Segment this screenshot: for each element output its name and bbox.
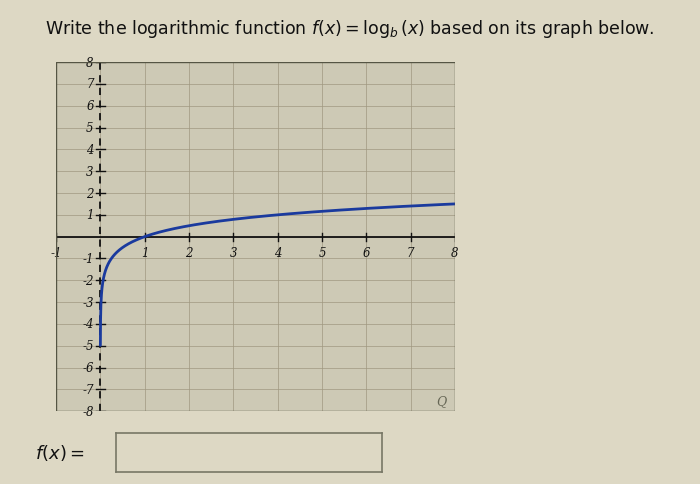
Text: 4: 4: [86, 144, 94, 156]
Text: -8: -8: [82, 405, 94, 418]
Text: 2: 2: [86, 187, 94, 200]
Text: -3: -3: [82, 296, 94, 309]
Text: -7: -7: [82, 383, 94, 396]
Text: 4: 4: [274, 247, 281, 260]
Text: -5: -5: [82, 340, 94, 352]
Text: 5: 5: [86, 122, 94, 135]
Text: $f(x) =$: $f(x) =$: [35, 442, 85, 463]
Text: -1: -1: [50, 247, 62, 260]
Text: 8: 8: [452, 247, 458, 260]
Text: 3: 3: [230, 247, 237, 260]
Text: 6: 6: [86, 100, 94, 113]
Text: 3: 3: [86, 166, 94, 178]
Text: 7: 7: [86, 78, 94, 91]
Text: 6: 6: [363, 247, 370, 260]
Text: 1: 1: [86, 209, 94, 222]
Text: Q: Q: [437, 394, 447, 407]
Text: Write the logarithmic function $f(x) = \log_b(x)$ based on its graph below.: Write the logarithmic function $f(x) = \…: [46, 18, 655, 40]
Text: -2: -2: [82, 274, 94, 287]
Text: -1: -1: [82, 253, 94, 265]
Text: -6: -6: [82, 362, 94, 374]
Text: 2: 2: [186, 247, 192, 260]
Text: 8: 8: [86, 57, 94, 69]
Text: -4: -4: [82, 318, 94, 331]
Text: 1: 1: [141, 247, 148, 260]
Text: 7: 7: [407, 247, 414, 260]
Text: 5: 5: [318, 247, 326, 260]
